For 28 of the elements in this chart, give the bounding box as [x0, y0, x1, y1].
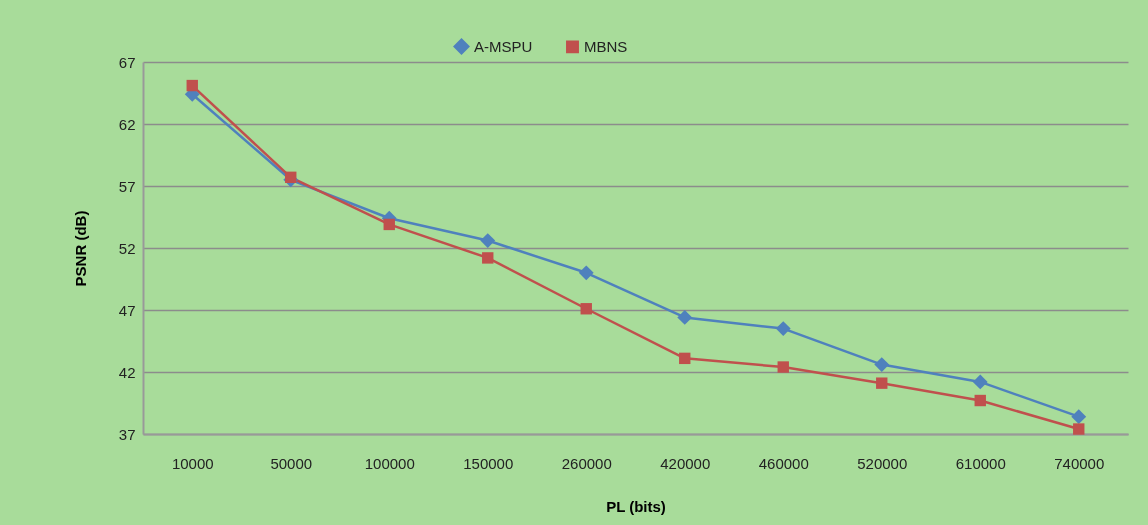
x-tick-label: 420000	[660, 454, 711, 472]
point	[775, 321, 791, 337]
point	[972, 374, 988, 390]
point	[874, 357, 890, 372]
y-tick-label: 52	[118, 239, 136, 257]
x-tick-label: 260000	[561, 454, 612, 472]
x-tick-label: 520000	[857, 454, 908, 472]
y-tick-label: 42	[118, 363, 136, 381]
x-tick-label: 50000	[270, 454, 313, 472]
point	[677, 310, 693, 325]
y-tick-label: 47	[118, 301, 136, 319]
x-tick-label: 460000	[758, 454, 809, 472]
x-tick-label: 610000	[955, 454, 1006, 472]
y-axis-title: PSNR (dB)	[71, 210, 89, 287]
x-tick-label: 100000	[364, 454, 415, 472]
point	[1071, 409, 1087, 425]
y-tick-label: 37	[118, 425, 136, 443]
x-tick-label: 150000	[463, 454, 514, 472]
x-tick-label: 10000	[171, 454, 214, 472]
point	[480, 233, 496, 248]
point	[578, 265, 594, 281]
x-tick-label: 740000	[1054, 454, 1105, 472]
y-tick-label: 57	[118, 177, 136, 195]
legend-label: MBNS	[584, 37, 628, 55]
legend-label: A-MSPU	[474, 37, 533, 55]
x-axis-title: PL (bits)	[606, 497, 666, 515]
y-tick-label: 67	[118, 53, 136, 71]
y-tick-label: 62	[118, 115, 136, 133]
